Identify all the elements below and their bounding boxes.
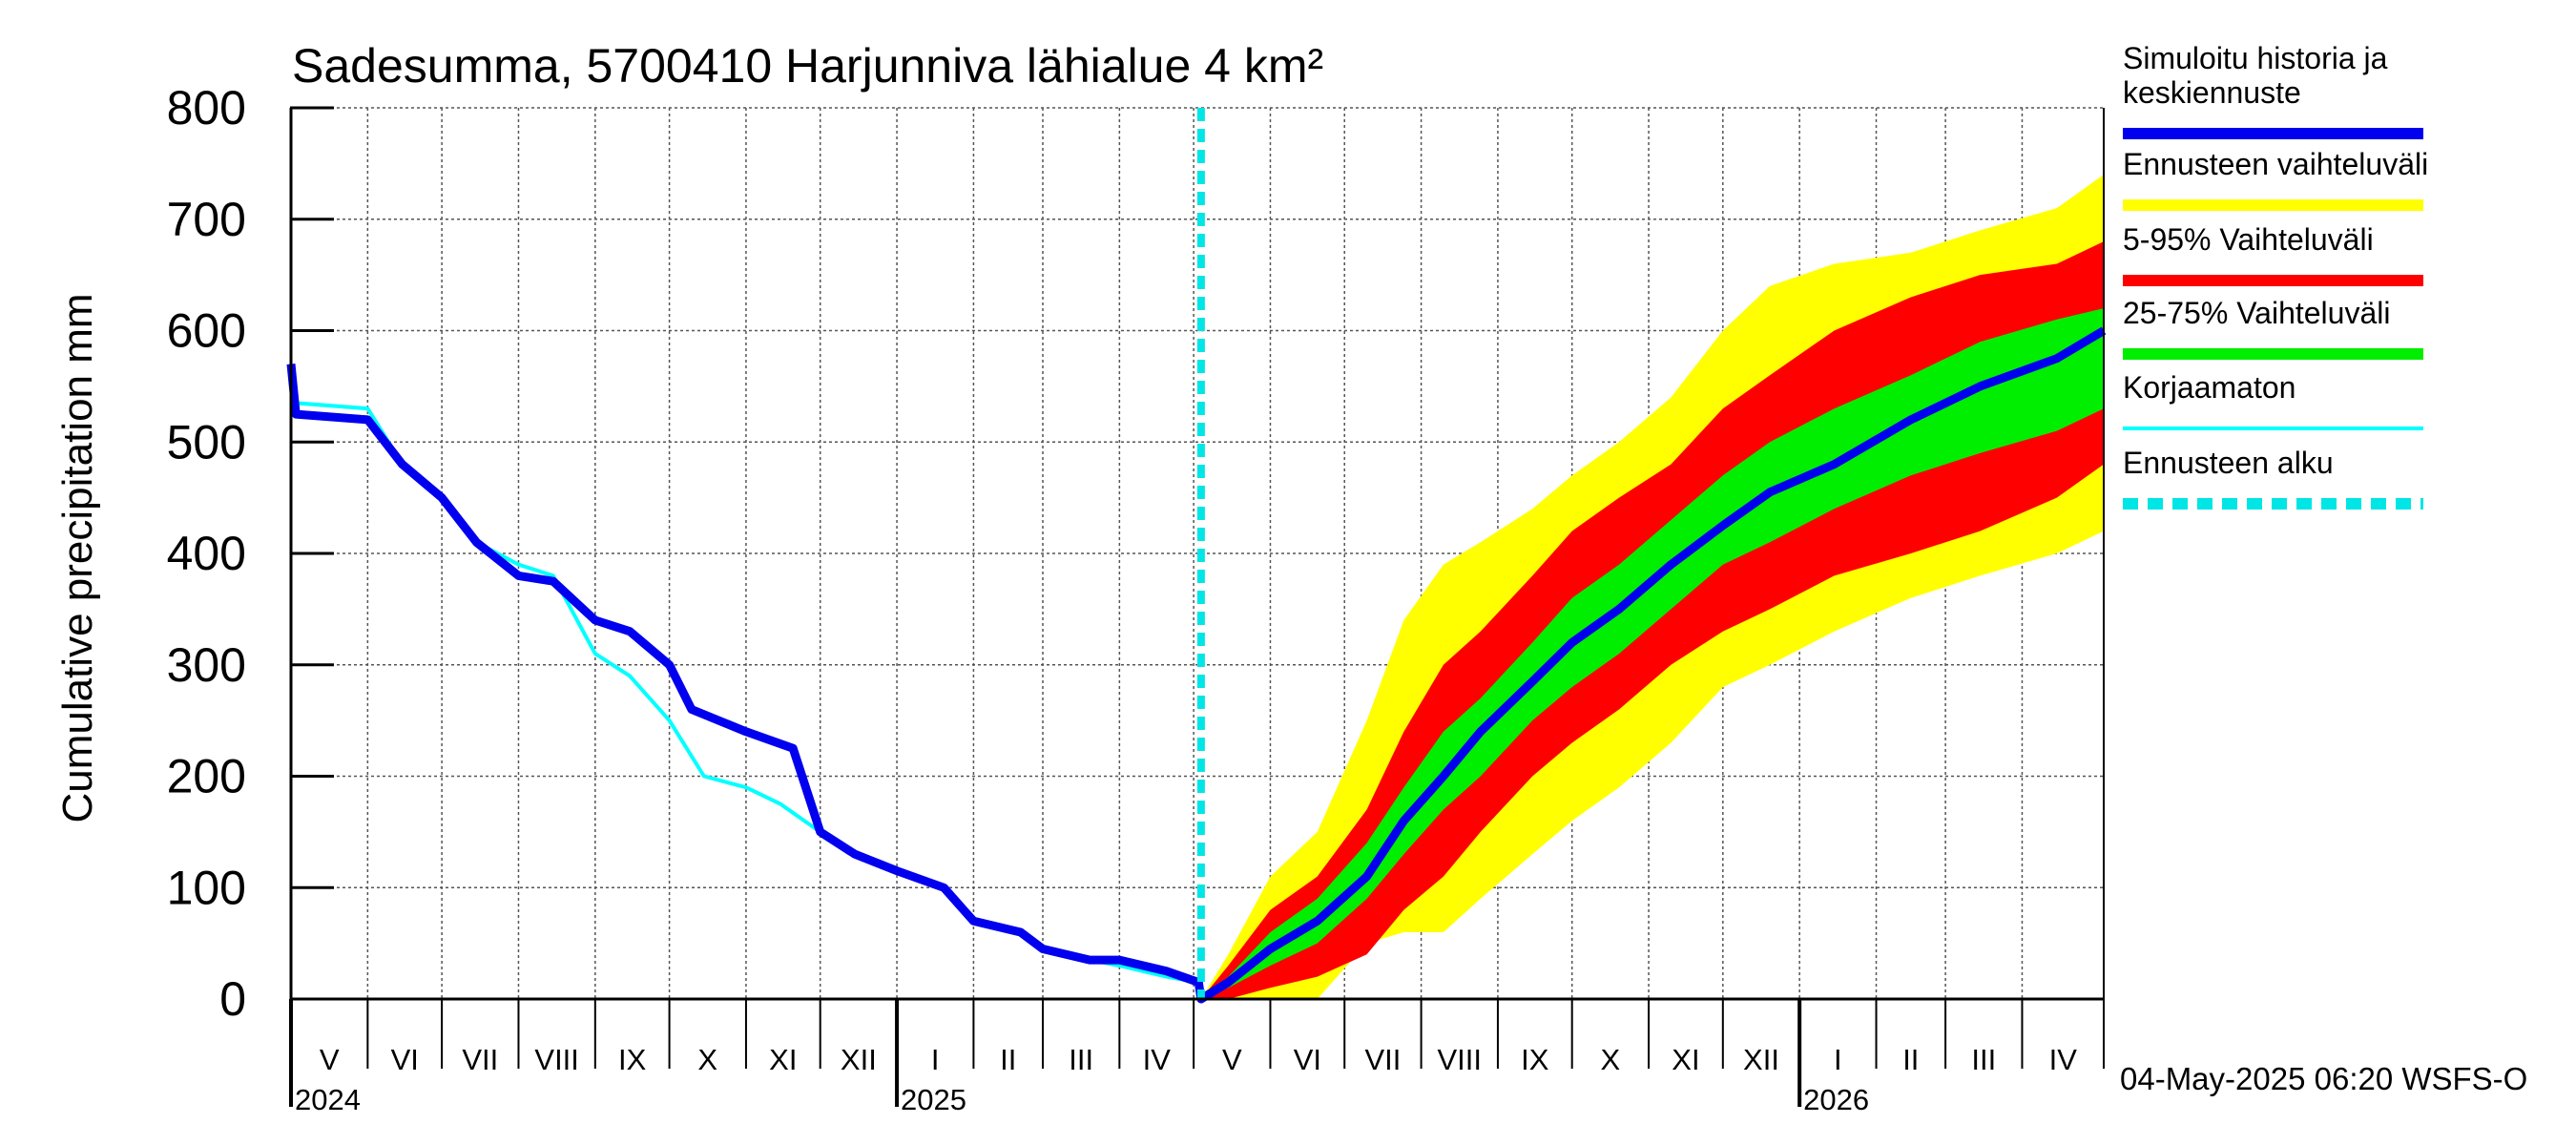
- y-axis-ticks: 0 100 200 300 400 500 600 700 800: [167, 81, 334, 1026]
- chart-title: Sadesumma, 5700410 Harjunniva lähialue 4…: [292, 39, 1323, 93]
- legend-label: 5-95% Vaihteluväli: [2123, 222, 2374, 257]
- band-25-75-vaihteluv-li: [1200, 308, 2104, 1000]
- legend-label: keskiennuste: [2123, 75, 2301, 110]
- month-label: III: [1069, 1043, 1093, 1076]
- legend-label: Ennusteen vaihteluväli: [2123, 147, 2428, 181]
- y-tick-label: 100: [167, 861, 246, 914]
- year-label: 2026: [1803, 1083, 1869, 1116]
- legend-label: 25-75% Vaihteluväli: [2123, 296, 2390, 330]
- month-label: X: [1601, 1043, 1621, 1076]
- month-label: VIII: [534, 1043, 579, 1076]
- month-label: V: [320, 1043, 340, 1076]
- month-label: XI: [769, 1043, 797, 1076]
- month-label: VII: [462, 1043, 498, 1076]
- y-tick-label: 400: [167, 527, 246, 580]
- timestamp-footer: 04-May-2025 06:20 WSFS-O: [2120, 1061, 2527, 1096]
- month-label: I: [1834, 1043, 1842, 1076]
- y-tick-label: 600: [167, 304, 246, 358]
- month-label: III: [1971, 1043, 1996, 1076]
- y-tick-label: 300: [167, 638, 246, 692]
- legend-label: Korjaamaton: [2123, 370, 2296, 405]
- y-tick-label: 800: [167, 81, 246, 135]
- forecast-bands: [1200, 175, 2104, 1000]
- month-label: VI: [391, 1043, 419, 1076]
- x-axis: V VI VII VIII IX X XI XII I II III IV V VI VII VIII IX X X…: [289, 999, 2078, 1116]
- month-label: II: [1000, 1043, 1016, 1076]
- y-tick-label: 0: [219, 972, 246, 1026]
- month-label: XII: [1743, 1043, 1779, 1076]
- year-label: 2024: [295, 1083, 361, 1116]
- y-tick-label: 200: [167, 750, 246, 803]
- legend-label: Ennusteen alku: [2123, 446, 2334, 480]
- y-axis-label: Cumulative precipitation mm: [54, 293, 101, 822]
- month-label: IV: [2049, 1043, 2078, 1076]
- month-label: V: [1222, 1043, 1242, 1076]
- month-label: VII: [1364, 1043, 1401, 1076]
- month-label: II: [1902, 1043, 1919, 1076]
- month-label: XII: [841, 1043, 877, 1076]
- legend-label: Simuloitu historia ja: [2123, 41, 2388, 75]
- month-label: VIII: [1438, 1043, 1483, 1076]
- y-tick-label: 700: [167, 193, 246, 246]
- month-label: IV: [1143, 1043, 1172, 1076]
- month-label: XI: [1672, 1043, 1699, 1076]
- series-lines: [286, 108, 2107, 1004]
- y-tick-label: 500: [167, 415, 246, 468]
- series-line-simulated: [286, 326, 2107, 1004]
- month-label: IX: [1521, 1043, 1549, 1076]
- month-label: X: [697, 1043, 717, 1076]
- month-label: I: [931, 1043, 940, 1076]
- year-label: 2025: [901, 1083, 966, 1116]
- month-label: IX: [618, 1043, 647, 1076]
- month-label: VI: [1294, 1043, 1321, 1076]
